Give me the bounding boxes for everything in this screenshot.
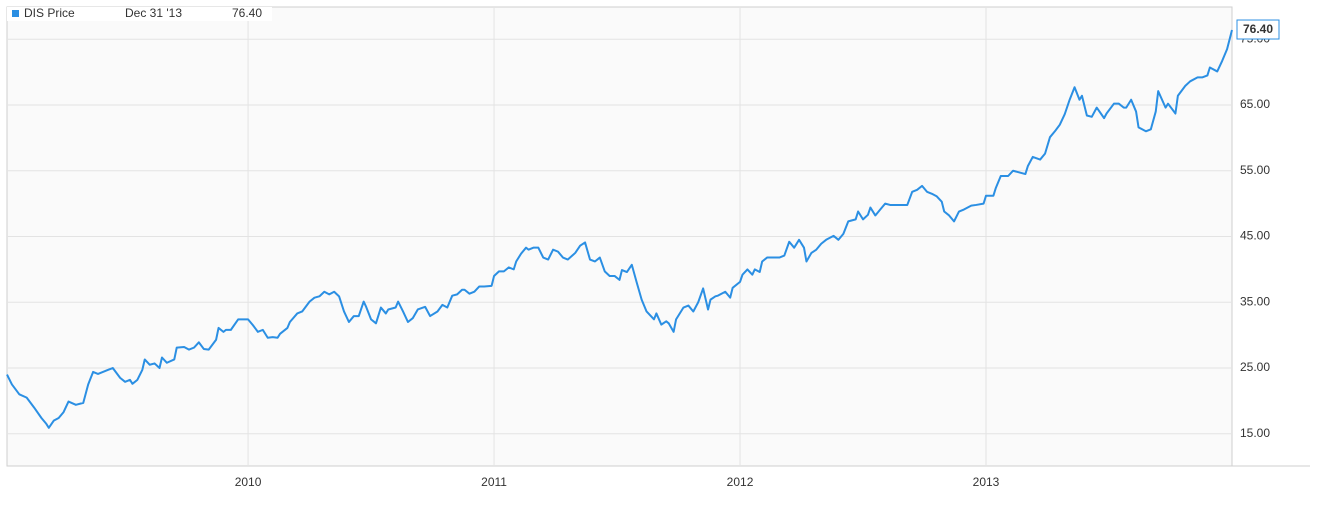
x-tick-label: 2013 <box>973 475 1000 489</box>
y-tick-label: 25.00 <box>1240 360 1270 374</box>
price-line <box>6 29 1233 429</box>
y-tick-label: 15.00 <box>1240 426 1270 440</box>
marks <box>6 29 1233 429</box>
header-date: Dec 31 '13 <box>125 6 182 20</box>
header-value: 76.40 <box>232 6 262 20</box>
end-label-box <box>1236 19 1280 40</box>
header-bg <box>7 7 272 21</box>
y-tick-label: 35.00 <box>1240 294 1270 308</box>
end-label: 76.40 <box>1236 19 1280 40</box>
x-tick-label: 2011 <box>481 475 507 489</box>
legend-label: DIS Price <box>24 6 75 20</box>
grid <box>7 7 1232 466</box>
x-tick-label: 2012 <box>727 475 754 489</box>
y-tick-label: 55.00 <box>1240 163 1270 177</box>
x-tick-label: 2010 <box>235 475 262 489</box>
y-tick-label: 65.00 <box>1240 97 1270 111</box>
end-label-text: 76.40 <box>1243 22 1273 36</box>
legend-swatch <box>12 10 19 17</box>
y-tick-label: 45.00 <box>1240 229 1270 243</box>
